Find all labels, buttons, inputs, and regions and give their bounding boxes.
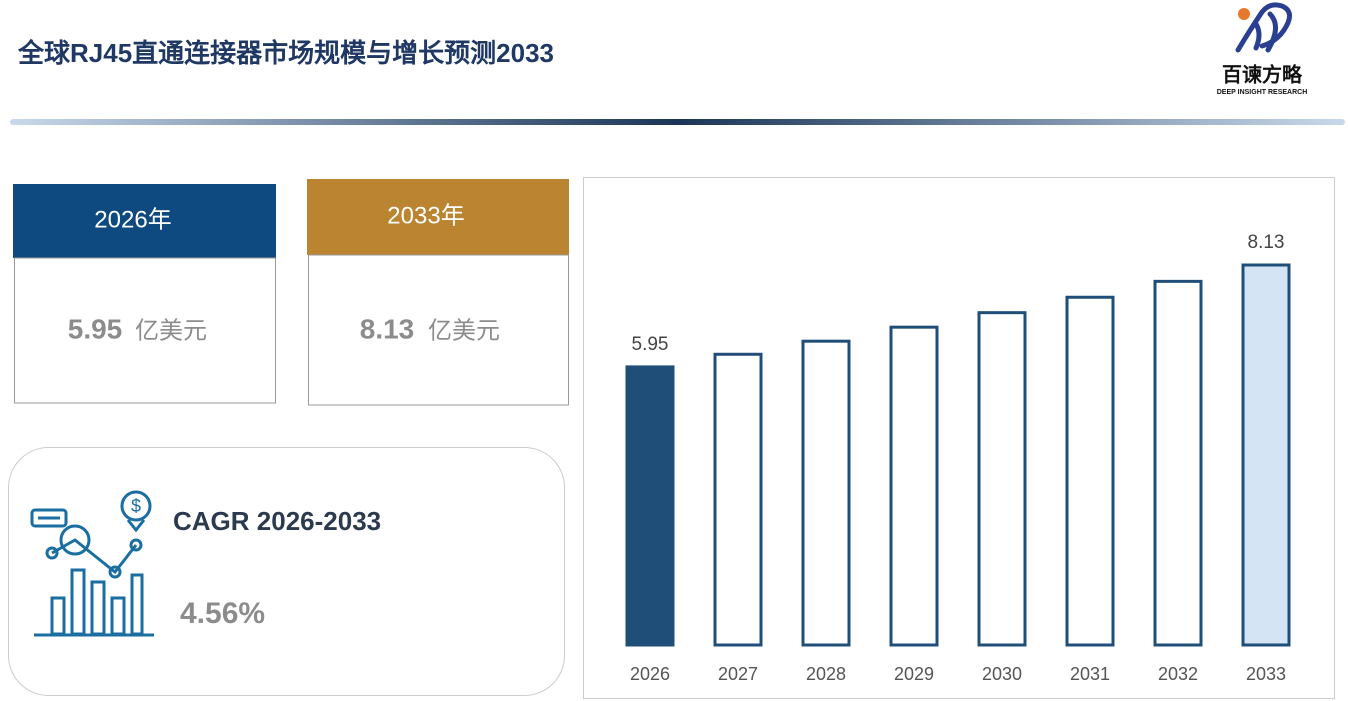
logo-name: 百谏方略 [1222,62,1303,86]
card-unit: 亿美元 [428,317,500,344]
x-tick-label: 2031 [1070,664,1110,684]
card-year: 2033年 [387,202,464,229]
divider [10,119,1345,125]
bar [977,311,1027,647]
x-tick-label: 2026 [630,664,670,684]
bar [1065,295,1115,647]
cagr-label: CAGR 2026-2033 [173,506,381,536]
card-value: 5.95 [68,313,123,344]
value-label: 5.95 [632,334,669,355]
value-label: 8.13 [1248,232,1285,253]
x-tick-label: 2030 [982,664,1022,684]
card-year: 2026年 [94,206,171,233]
bar [625,365,675,647]
cagr-icon: $ [30,490,154,637]
x-tick-label: 2033 [1246,664,1286,684]
card-body [308,254,569,406]
x-tick-label: 2032 [1158,664,1198,684]
chart-frame [583,177,1335,699]
bar [889,325,939,647]
logo [1235,2,1292,53]
x-tick-label: 2029 [894,664,934,684]
card-header [307,179,569,255]
card-body [14,257,276,404]
card-unit: 亿美元 [135,317,207,344]
title: 全球RJ45直通连接器市场规模与增长预测2033 [17,38,554,68]
bar [1241,263,1291,647]
cagr-value: 4.56% [180,597,265,630]
card-value: 8.13 [360,313,415,344]
x-tick-label: 2028 [806,664,846,684]
svg-text:$: $ [131,496,141,516]
bar [713,352,763,647]
x-tick-label: 2027 [718,664,758,684]
bar [801,339,851,647]
cagr-box [8,447,565,696]
card-header [13,184,276,258]
logo-tagline: DEEP INSIGHT RESEARCH [1217,89,1308,96]
bar [1153,279,1203,647]
